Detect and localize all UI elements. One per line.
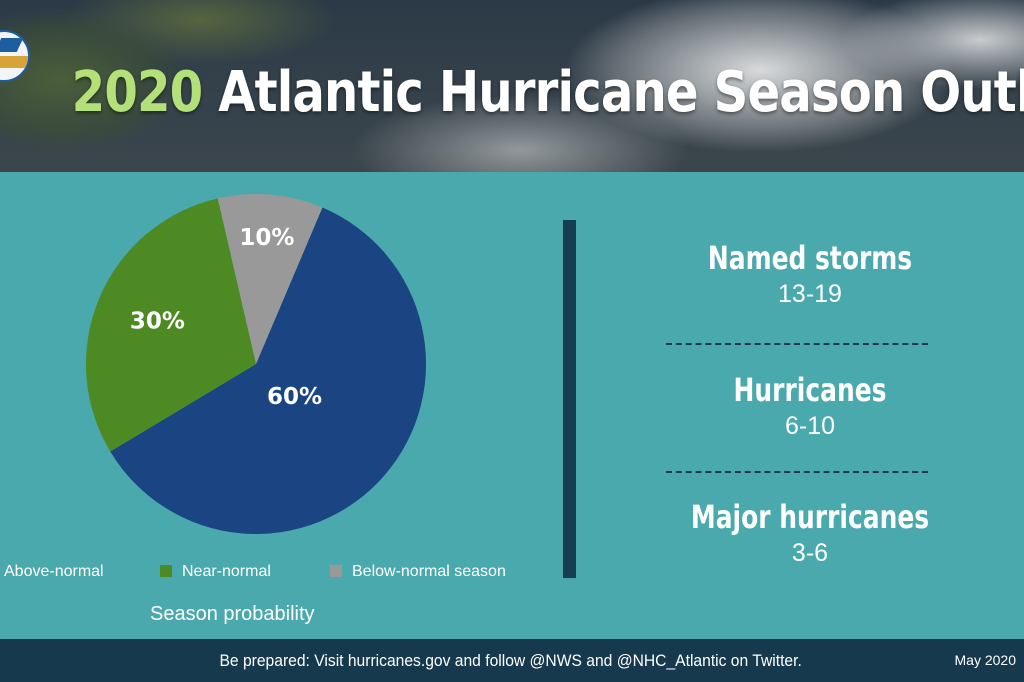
- footer-date: May 2020: [954, 652, 1016, 668]
- stat-label-hurricanes: Hurricanes: [733, 371, 887, 409]
- stat-value-hurricanes: 6-10: [784, 412, 836, 440]
- pie-slice-below-normal: [217, 194, 323, 364]
- stat-value-named-storms: 13-19: [778, 280, 842, 308]
- page-title: 2020 Atlantic Hurricane Season Outlook: [71, 58, 1024, 128]
- pie-label-above-normal: 60%: [267, 384, 322, 410]
- legend-swatch-below-normal: [330, 565, 342, 577]
- legend-item-below-normal: Below-normal season: [330, 563, 506, 581]
- stat-label-named-storms: Named storms: [707, 239, 913, 277]
- stat-value-major-hurricanes: 3-6: [791, 539, 829, 567]
- title-text: Atlantic Hurricane Season Outlook: [218, 60, 1024, 125]
- legend-label-near-normal: Near-normal: [182, 563, 271, 580]
- legend-label-above-normal: Above-normal: [4, 563, 104, 580]
- legend-item-above-normal: Above-normal: [4, 563, 104, 581]
- pie-label-below-normal: 10%: [239, 225, 294, 251]
- stat-major-hurricanes: Major hurricanes 3-6: [640, 497, 980, 569]
- pie-slice-near-normal: [86, 198, 256, 452]
- stat-label-major-hurricanes: Major hurricanes: [690, 498, 930, 536]
- legend-swatch-near-normal: [160, 565, 172, 577]
- noaa-logo-icon: [0, 30, 30, 82]
- pie-chart: 60% 30% 10%: [86, 194, 426, 535]
- pie-slice-above-normal: [110, 207, 426, 535]
- pie-label-near-normal: 30%: [130, 309, 185, 335]
- stat-named-storms: Named storms 13-19: [640, 238, 980, 310]
- footer-bar: Be prepared: Visit hurricanes.gov and fo…: [0, 639, 1024, 682]
- header-banner: 2020 Atlantic Hurricane Season Outlook: [0, 0, 1024, 172]
- title-year: 2020: [71, 60, 203, 125]
- chart-legend: Above-normal Near-normal Below-normal se…: [0, 563, 560, 587]
- legend-label-below-normal: Below-normal season: [352, 563, 506, 580]
- dashed-divider-2: [666, 471, 928, 473]
- vertical-divider: [563, 220, 576, 578]
- footer-text: Be prepared: Visit hurricanes.gov and fo…: [219, 651, 802, 670]
- legend-item-near-normal: Near-normal: [160, 563, 271, 581]
- dashed-divider-1: [666, 343, 928, 345]
- chart-footnote: Season probability: [150, 603, 315, 625]
- stat-hurricanes: Hurricanes 6-10: [640, 370, 980, 442]
